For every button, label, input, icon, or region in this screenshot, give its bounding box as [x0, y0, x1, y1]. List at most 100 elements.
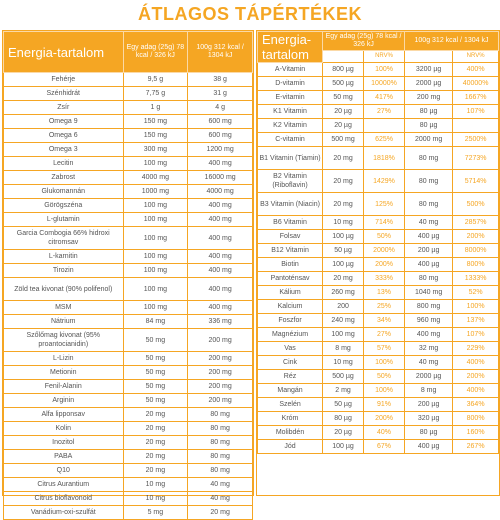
left-cell-value: 400 mg — [188, 227, 253, 250]
right-cell-value: 417% — [364, 91, 405, 105]
left-cell-value: 16000 mg — [188, 171, 253, 185]
right-cell-value: 27% — [364, 328, 405, 342]
right-cell-value: 8000% — [453, 244, 499, 258]
left-cell-value: 80 mg — [188, 408, 253, 422]
left-cell-value: 200 mg — [188, 366, 253, 380]
right-subheader-nrv-1: NRV% — [364, 50, 405, 62]
left-cell-value: 100 mg — [123, 227, 188, 250]
left-cell-name: MSM — [4, 301, 124, 315]
left-row: Szőlőmag kivonat (95% proantocianidin)50… — [4, 329, 253, 352]
left-cell-name: Zsír — [4, 101, 124, 115]
left-cell-name: Kolin — [4, 422, 124, 436]
right-cell-value: 500 µg — [323, 370, 364, 384]
right-cell-value: 20 µg — [323, 119, 364, 133]
right-cell-name: A-Vitamin — [258, 63, 323, 77]
right-cell-value: 800 µg — [323, 63, 364, 77]
right-header-row: Energia-tartalom Egy adag (25g) 78 kcal … — [258, 32, 499, 51]
left-cell-name: Metionin — [4, 366, 124, 380]
right-cell-value: 125% — [364, 193, 405, 216]
left-cell-name: Lecitin — [4, 157, 124, 171]
left-cell-value: 1200 mg — [188, 143, 253, 157]
left-cell-value: 20 mg — [123, 422, 188, 436]
right-cell-value: 260 mg — [323, 286, 364, 300]
right-cell-name: C-vitamin — [258, 133, 323, 147]
left-cell-value: 300 mg — [123, 143, 188, 157]
right-cell-value: 100 µg — [323, 440, 364, 454]
right-cell-value: 1667% — [453, 91, 499, 105]
right-cell-value: 137% — [453, 314, 499, 328]
left-cell-value: 200 mg — [188, 394, 253, 408]
left-cell-value: 200 mg — [188, 329, 253, 352]
right-cell-value: 5714% — [453, 170, 499, 193]
left-cell-name: Szénhidrát — [4, 87, 124, 101]
left-cell-value: 1000 mg — [123, 185, 188, 199]
right-cell-value: 20 mg — [323, 193, 364, 216]
left-cell-name: Q10 — [4, 464, 124, 478]
right-cell-name: Króm — [258, 412, 323, 426]
left-cell-value: 20 mg — [123, 408, 188, 422]
right-cell-value: 400% — [453, 384, 499, 398]
right-cell-value: 200% — [453, 370, 499, 384]
left-cell-name: Alfa lipponsav — [4, 408, 124, 422]
right-cell-value: 8 mg — [405, 384, 453, 398]
left-cell-name: Omega 9 — [4, 115, 124, 129]
right-cell-value: 320 µg — [405, 412, 453, 426]
right-cell-value: 500 µg — [323, 77, 364, 91]
right-subheader-blank-1 — [323, 50, 364, 62]
right-cell-value: 100 mg — [323, 328, 364, 342]
right-header-name: Energia-tartalom — [258, 32, 323, 63]
right-cell-value: 20 mg — [323, 272, 364, 286]
left-cell-value: 200 mg — [188, 380, 253, 394]
left-cell-name: Fenil-Alanin — [4, 380, 124, 394]
right-cell-value: 10 mg — [323, 216, 364, 230]
left-cell-value: 600 mg — [188, 115, 253, 129]
left-cell-value: 4 g — [188, 101, 253, 115]
left-cell-name: Garcia Combogia 66% hidroxi citromsav — [4, 227, 124, 250]
right-cell-value: 200 — [323, 300, 364, 314]
right-cell-value: 3200 µg — [405, 63, 453, 77]
right-nutrition-table: Energia-tartalom Egy adag (25g) 78 kcal … — [256, 30, 500, 496]
right-cell-value: 960 mg — [405, 314, 453, 328]
right-cell-value: 80 µg — [405, 426, 453, 440]
right-cell-value: 2500% — [453, 133, 499, 147]
left-cell-value: 100 mg — [123, 250, 188, 264]
left-cell-name: Zöld tea kivonat (90% polifenol) — [4, 278, 124, 301]
right-cell-value: 50 mg — [323, 91, 364, 105]
right-cell-value: 100% — [453, 300, 499, 314]
right-cell-value: 800 mg — [405, 300, 453, 314]
right-cell-value: 100 µg — [323, 230, 364, 244]
left-cell-name: L-Lizin — [4, 352, 124, 366]
left-cell-name: Omega 3 — [4, 143, 124, 157]
right-cell-value: 40 mg — [405, 216, 453, 230]
right-cell-name: Vas — [258, 342, 323, 356]
right-cell-value: 20 µg — [323, 426, 364, 440]
right-cell-value: 400 µg — [405, 440, 453, 454]
left-cell-value: 84 mg — [123, 315, 188, 329]
right-cell-value: 1040 mg — [405, 286, 453, 300]
left-cell-value: 50 mg — [123, 352, 188, 366]
left-cell-value: 80 mg — [188, 464, 253, 478]
right-cell-name: E-vitamin — [258, 91, 323, 105]
left-cell-value: 31 g — [188, 87, 253, 101]
right-cell-value: 107% — [453, 105, 499, 119]
right-cell-value: 80 µg — [323, 412, 364, 426]
left-cell-value: 400 mg — [188, 157, 253, 171]
left-cell-name: Szőlőmag kivonat (95% proantocianidin) — [4, 329, 124, 352]
